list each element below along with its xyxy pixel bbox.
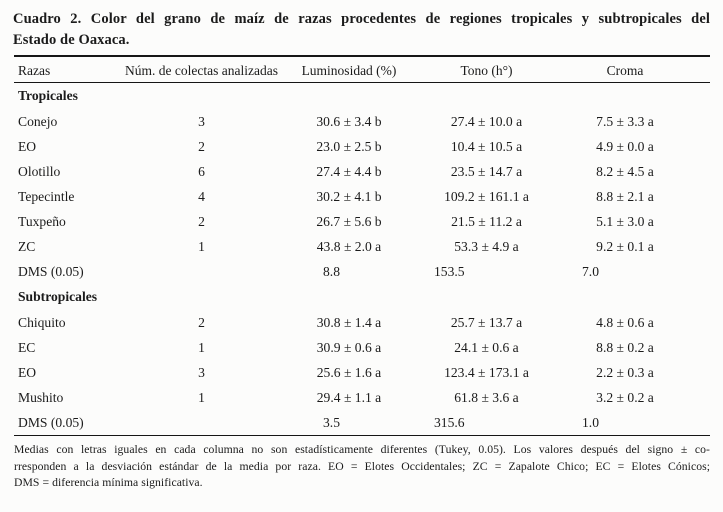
column-header-tono: Tono (h°)	[419, 56, 554, 83]
footnote-line3: DMS = diferencia mínima significativa.	[14, 476, 203, 489]
column-header-luminosidad: Luminosidad (%)	[279, 56, 419, 83]
section-row-subtropicales: Subtropicales	[14, 284, 710, 310]
cell-croma: 4.8 ± 0.6 a	[596, 314, 654, 330]
table-row: EC 1 30.9 ± 0.6 a 24.1 ± 0.6 a 8.8 ± 0.2…	[14, 335, 710, 360]
section-label: Subtropicales	[18, 289, 98, 304]
cell-tono: 53.3 ± 4.9 a	[454, 238, 519, 254]
cell-num: 1	[198, 339, 205, 355]
cell-num	[124, 259, 279, 284]
cell-tono: 315.6	[434, 414, 465, 430]
dms-row: DMS (0.05) 8.8 153.5 7.0	[14, 259, 710, 284]
table-row: EO 2 23.0 ± 2.5 b 10.4 ± 10.5 a 4.9 ± 0.…	[14, 134, 710, 159]
cell-lum: 30.9 ± 0.6 a	[316, 339, 382, 355]
cell-croma: 7.0	[582, 263, 599, 279]
cell-croma: 9.2 ± 0.1 a	[596, 238, 654, 254]
cell-croma: 3.2 ± 0.2 a	[596, 389, 654, 405]
cell-lum: 30.2 ± 4.1 b	[316, 188, 382, 204]
cell-raza: Olotillo	[18, 163, 61, 179]
cell-croma: 8.8 ± 2.1 a	[596, 188, 654, 204]
section-row-tropicales: Tropicales	[14, 83, 710, 110]
cell-raza: Conejo	[18, 113, 58, 129]
cell-lum: 23.0 ± 2.5 b	[316, 138, 382, 154]
cell-tono: 24.1 ± 0.6 a	[454, 339, 519, 355]
cell-lum: 26.7 ± 5.6 b	[316, 213, 382, 229]
cell-raza: EC	[18, 339, 36, 355]
paper-page: Cuadro 2. Color del grano de maíz de raz…	[0, 9, 723, 512]
footnote-line1: Medias con letras iguales en cada column…	[14, 443, 710, 456]
cell-croma: 1.0	[582, 414, 599, 430]
cell-lum: 25.6 ± 1.6 a	[316, 364, 382, 380]
cell-lum: 30.6 ± 3.4 b	[316, 113, 382, 129]
table-caption-line2: Estado de Oaxaca.	[13, 32, 130, 48]
cell-tono: 27.4 ± 10.0 a	[450, 113, 523, 129]
data-table: Razas Núm. de colectas analizadas Lumino…	[14, 55, 710, 436]
cell-tono: 123.4 ± 173.1 a	[444, 364, 529, 380]
cell-raza: Tuxpeño	[18, 213, 66, 229]
table-body: Tropicales Conejo 3 30.6 ± 3.4 b 27.4 ± …	[14, 83, 710, 436]
cell-num: 3	[198, 113, 205, 129]
cell-tono: 153.5	[434, 263, 465, 279]
table-row: Olotillo 6 27.4 ± 4.4 b 23.5 ± 14.7 a 8.…	[14, 159, 710, 184]
table-footnote: Medias con letras iguales en cada column…	[14, 442, 710, 492]
table-row: Tuxpeño 2 26.7 ± 5.6 b 21.5 ± 11.2 a 5.1…	[14, 209, 710, 234]
cell-raza: Mushito	[18, 389, 64, 405]
cell-num: 3	[198, 364, 205, 380]
table-row: Chiquito 2 30.8 ± 1.4 a 25.7 ± 13.7 a 4.…	[14, 310, 710, 335]
cell-raza: DMS (0.05)	[18, 263, 84, 279]
table-header: Razas Núm. de colectas analizadas Lumino…	[14, 56, 710, 83]
cell-num: 6	[198, 163, 205, 179]
cell-raza: ZC	[18, 238, 36, 254]
cell-num: 1	[198, 238, 205, 254]
dms-row: DMS (0.05) 3.5 315.6 1.0	[14, 410, 710, 436]
cell-lum: 30.8 ± 1.4 a	[316, 314, 382, 330]
table-row: ZC 1 43.8 ± 2.0 a 53.3 ± 4.9 a 9.2 ± 0.1…	[14, 234, 710, 259]
cell-croma: 2.2 ± 0.3 a	[596, 364, 654, 380]
table-row: Mushito 1 29.4 ± 1.1 a 61.8 ± 3.6 a 3.2 …	[14, 385, 710, 410]
cell-tono: 23.5 ± 14.7 a	[450, 163, 523, 179]
cell-croma: 5.1 ± 3.0 a	[596, 213, 654, 229]
cell-lum: 29.4 ± 1.1 a	[316, 389, 382, 405]
footnote-line2: rresponden a la desviación estándar de l…	[14, 459, 710, 473]
cell-lum: 43.8 ± 2.0 a	[316, 238, 382, 254]
cell-lum: 3.5	[323, 414, 340, 430]
table-row: EO 3 25.6 ± 1.6 a 123.4 ± 173.1 a 2.2 ± …	[14, 360, 710, 385]
table-row: Conejo 3 30.6 ± 3.4 b 27.4 ± 10.0 a 7.5 …	[14, 109, 710, 134]
cell-tono: 25.7 ± 13.7 a	[450, 314, 523, 330]
cell-croma: 8.8 ± 0.2 a	[596, 339, 654, 355]
cell-num: 2	[198, 213, 205, 229]
column-header-num-colectas: Núm. de colectas analizadas	[124, 56, 279, 83]
section-label: Tropicales	[18, 88, 78, 103]
cell-raza: EO	[18, 138, 37, 154]
cell-num: 2	[198, 138, 205, 154]
cell-num: 4	[198, 188, 205, 204]
header-row: Razas Núm. de colectas analizadas Lumino…	[14, 56, 710, 83]
column-header-razas: Razas	[14, 56, 124, 83]
cell-raza: EO	[18, 364, 37, 380]
table-caption-line1: Cuadro 2. Color del grano de maíz de raz…	[13, 11, 710, 27]
cell-raza: Chiquito	[18, 314, 66, 330]
cell-croma: 8.2 ± 4.5 a	[596, 163, 654, 179]
cell-tono: 21.5 ± 11.2 a	[451, 213, 522, 229]
table-caption: Cuadro 2. Color del grano de maíz de raz…	[13, 9, 710, 51]
cell-num: 1	[198, 389, 205, 405]
cell-tono: 10.4 ± 10.5 a	[450, 138, 523, 154]
cell-num	[124, 410, 279, 436]
cell-croma: 4.9 ± 0.0 a	[596, 138, 654, 154]
cell-croma: 7.5 ± 3.3 a	[596, 113, 654, 129]
column-header-croma: Croma	[554, 56, 710, 83]
cell-tono: 61.8 ± 3.6 a	[454, 389, 519, 405]
table-row: Tepecintle 4 30.2 ± 4.1 b 109.2 ± 161.1 …	[14, 184, 710, 209]
cell-num: 2	[198, 314, 205, 330]
cell-lum: 8.8	[323, 263, 340, 279]
cell-raza: DMS (0.05)	[18, 414, 84, 430]
cell-raza: Tepecintle	[18, 188, 75, 204]
cell-lum: 27.4 ± 4.4 b	[316, 163, 382, 179]
cell-tono: 109.2 ± 161.1 a	[444, 188, 529, 204]
